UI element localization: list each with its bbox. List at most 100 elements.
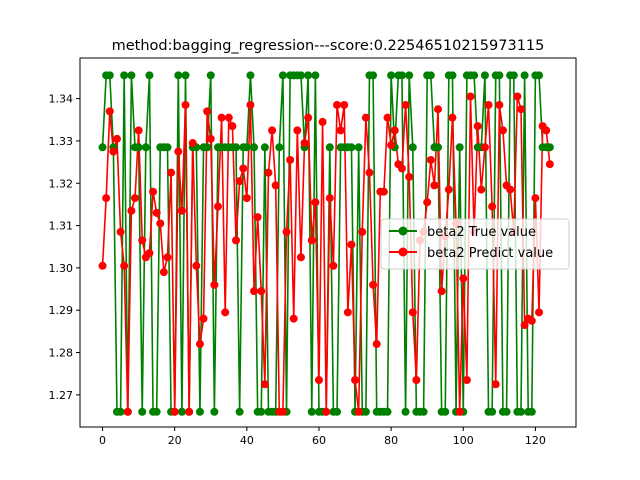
data-point-true: [181, 71, 190, 80]
data-point-predict: [488, 202, 497, 211]
data-point-predict: [535, 308, 544, 317]
data-point-predict: [282, 227, 291, 236]
data-point-predict: [307, 236, 316, 245]
chart-title: method:bagging_regression---score:0.2254…: [112, 38, 545, 54]
data-point-predict: [466, 92, 475, 101]
x-tick-label: 20: [168, 434, 182, 447]
x-tick-label: 40: [240, 434, 254, 447]
data-point-predict: [329, 261, 338, 270]
data-point-true: [311, 71, 320, 80]
data-point-true: [408, 143, 417, 152]
data-point-predict: [185, 407, 194, 416]
data-point-predict: [322, 407, 331, 416]
data-point-predict: [473, 122, 482, 131]
data-point-predict: [304, 113, 313, 122]
data-point-predict: [224, 113, 233, 122]
data-point-predict: [314, 376, 323, 385]
data-point-predict: [347, 240, 356, 249]
data-point-predict: [145, 249, 154, 258]
data-point-predict: [351, 376, 360, 385]
data-point-predict: [250, 287, 259, 296]
data-point-true: [275, 143, 284, 152]
data-point-true: [260, 143, 269, 152]
data-point-predict: [253, 213, 262, 222]
data-point-predict: [268, 126, 277, 135]
data-point-true: [152, 407, 161, 416]
y-tick-label: 1.32: [49, 177, 74, 190]
data-point-predict: [311, 198, 320, 207]
data-point-true: [257, 407, 266, 416]
data-point-predict: [156, 219, 165, 228]
data-point-predict: [520, 321, 529, 330]
data-point-predict: [257, 287, 266, 296]
data-point-true: [347, 143, 356, 152]
data-point-predict: [228, 122, 237, 131]
data-point-predict: [260, 380, 269, 389]
data-point-predict: [545, 160, 554, 169]
legend-predict-marker: [398, 247, 408, 257]
y-tick-label: 1.28: [49, 347, 74, 360]
data-point-predict: [206, 134, 215, 143]
data-point-predict: [325, 194, 334, 203]
data-point-predict: [163, 253, 172, 262]
data-point-true: [307, 407, 316, 416]
data-point-predict: [203, 107, 212, 116]
data-point-predict: [102, 194, 111, 203]
data-point-predict: [531, 194, 540, 203]
data-point-predict: [516, 105, 525, 114]
legend-true-marker: [398, 226, 408, 236]
data-point-predict: [448, 113, 457, 122]
data-point-true: [516, 407, 525, 416]
data-point-predict: [123, 407, 132, 416]
data-point-predict: [300, 139, 309, 148]
data-point-predict: [354, 407, 363, 416]
data-point-predict: [455, 407, 464, 416]
data-point-predict: [159, 268, 168, 277]
data-point-true: [145, 71, 154, 80]
data-point-predict: [213, 202, 222, 211]
data-point-true: [278, 71, 287, 80]
data-point-predict: [477, 185, 486, 194]
data-point-true: [325, 143, 334, 152]
data-point-true: [304, 71, 313, 80]
data-point-predict: [195, 340, 204, 349]
data-point-true: [242, 143, 251, 152]
data-point-predict: [221, 308, 230, 317]
data-point-true: [520, 71, 529, 80]
data-point-true: [98, 143, 107, 152]
data-point-predict: [343, 308, 352, 317]
data-point-predict: [188, 139, 197, 148]
data-point-true: [206, 71, 215, 80]
data-point-predict: [372, 340, 381, 349]
data-point-true: [455, 143, 464, 152]
data-point-true: [246, 71, 255, 80]
data-point-predict: [459, 274, 468, 283]
data-point-true: [141, 143, 150, 152]
data-point-predict: [149, 187, 158, 196]
y-tick-label: 1.29: [49, 304, 74, 317]
data-point-true: [434, 143, 443, 152]
data-point-predict: [239, 164, 248, 173]
y-tick-label: 1.34: [49, 93, 74, 106]
data-point-predict: [437, 287, 446, 296]
legend-true-label: beta2 True value: [427, 225, 536, 240]
data-point-true: [387, 71, 396, 80]
data-point-predict: [232, 236, 241, 245]
data-point-true: [296, 71, 305, 80]
data-point-predict: [379, 187, 388, 196]
data-point-true: [397, 71, 406, 80]
data-point-true: [361, 407, 370, 416]
data-point-true: [441, 407, 450, 416]
data-point-predict: [397, 164, 406, 173]
data-point-predict: [210, 280, 219, 289]
data-point-predict: [217, 113, 226, 122]
data-point-true: [448, 71, 457, 80]
data-point-predict: [412, 376, 421, 385]
data-point-predict: [527, 316, 536, 325]
data-point-true: [470, 71, 479, 80]
data-point-predict: [278, 407, 287, 416]
data-point-predict: [480, 143, 489, 152]
data-point-predict: [434, 105, 443, 114]
data-point-predict: [112, 134, 121, 143]
data-point-true: [333, 407, 342, 416]
